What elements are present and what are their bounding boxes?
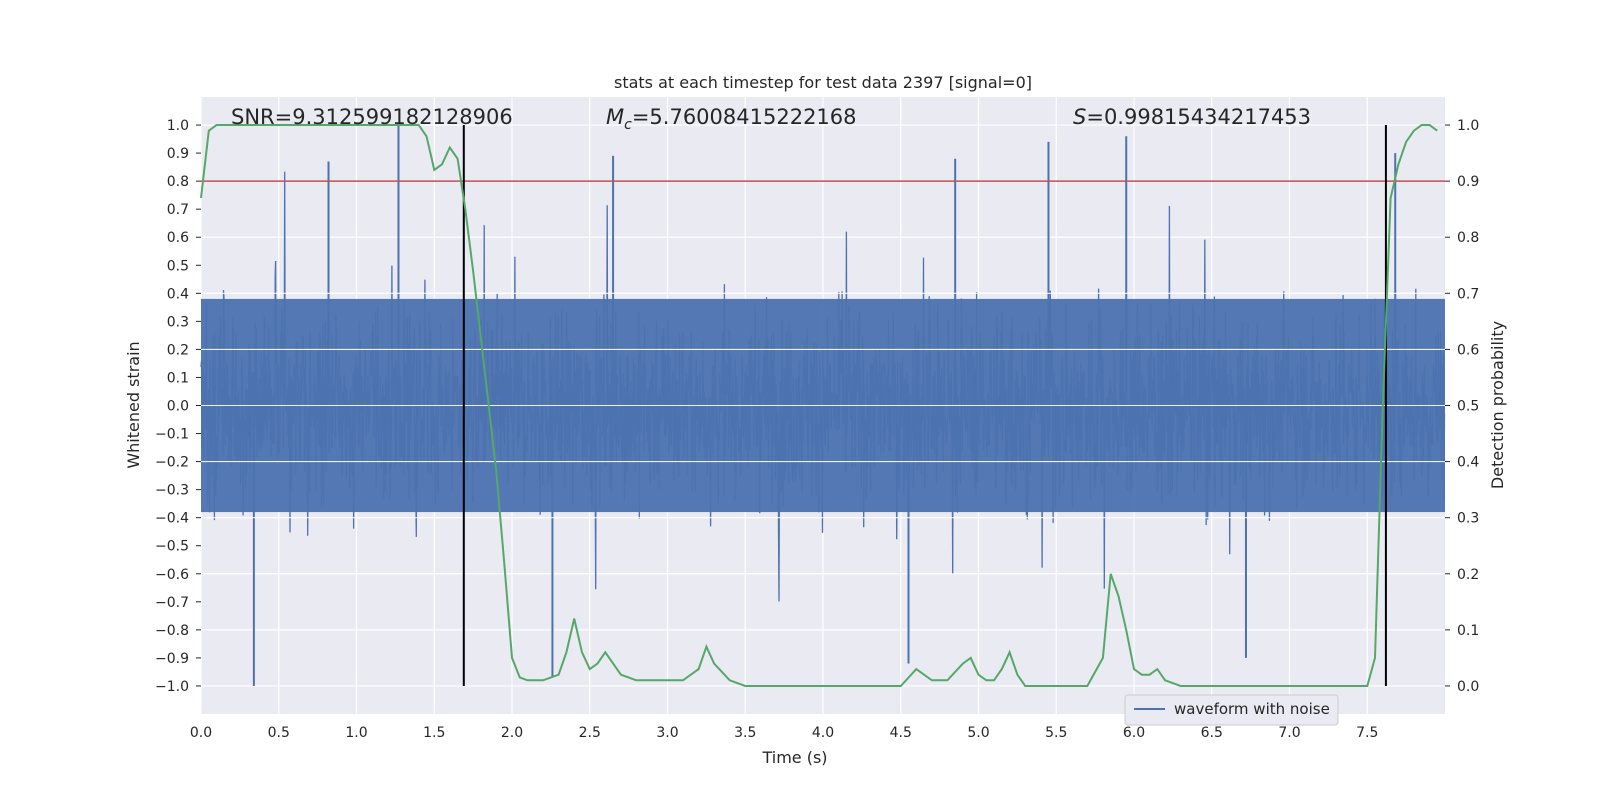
- y-tick-label: −0.2: [155, 455, 189, 471]
- s-prefix: S: [1073, 105, 1086, 129]
- x-tick-label: 6.0: [1123, 725, 1145, 741]
- x-tick-label: 2.5: [579, 725, 601, 741]
- x-tick-label: 2.0: [501, 725, 523, 741]
- legend-label: waveform with noise: [1174, 700, 1330, 718]
- tick-labels: 1.0 0.9 0.8 0.7 0.6 0.5 0.4 0.3 0.2 0.1 0.0 0.0 0.5 1…: [155, 118, 1479, 741]
- s-value: =0.99815434217453: [1086, 105, 1311, 129]
- chart-title: stats at each timestep for test data 239…: [614, 73, 1032, 92]
- y2-tick-label: 1.0: [1457, 118, 1479, 134]
- legend-box: [1124, 694, 1339, 726]
- probability-line: [200, 124, 1438, 687]
- y-tick-label: −0.7: [155, 595, 189, 611]
- x-tick-label: 5.5: [1045, 725, 1067, 741]
- y2-tick-label: 0.7: [1457, 286, 1479, 302]
- y-tick-label: 0.1: [167, 370, 189, 386]
- y-tick-label: 0.3: [167, 314, 189, 330]
- y-tick-label: 0.5: [167, 258, 189, 274]
- probability-series: [200, 124, 1438, 687]
- y-tick-label: −0.9: [155, 651, 189, 667]
- legend: waveform with noise: [1124, 694, 1339, 726]
- y-tick-label: 1.0: [167, 118, 189, 134]
- y-tick-label: −0.4: [155, 511, 189, 527]
- mc-subscript: c: [624, 117, 632, 133]
- mc-value: =5.76008415222168: [632, 105, 857, 129]
- y2-tick-label: 0.3: [1457, 511, 1479, 527]
- y-tick-label: 0.7: [167, 202, 189, 218]
- y-tick-label: 0.0: [167, 399, 189, 415]
- overlay-marks: [201, 125, 1445, 686]
- x-tick-label: 0.0: [190, 725, 212, 741]
- y2-tick-label: 0.6: [1457, 342, 1479, 358]
- y2-tick-label: 0.2: [1457, 567, 1479, 583]
- x-tick-label: 0.5: [268, 725, 290, 741]
- y2-tick-label: 0.4: [1457, 455, 1479, 471]
- y-tick-label: 0.2: [167, 342, 189, 358]
- x-tick-label: 4.0: [812, 725, 834, 741]
- y-tick-label: 0.9: [167, 146, 189, 162]
- y-axis-label: Whitened strain: [124, 341, 143, 468]
- y-tick-label: −1.0: [155, 679, 189, 695]
- y-tick-label: −0.5: [155, 539, 189, 555]
- x-tick-label: 5.0: [967, 725, 989, 741]
- x-tick-label: 6.5: [1201, 725, 1223, 741]
- y-tick-label: −0.8: [155, 623, 189, 639]
- y2-tick-label: 0.9: [1457, 174, 1479, 190]
- y-tick-label: 0.8: [167, 174, 189, 190]
- x-tick-label: 3.5: [734, 725, 756, 741]
- x-tick-label: 1.0: [345, 725, 367, 741]
- y2-tick-label: 0.0: [1457, 679, 1479, 695]
- x-tick-label: 7.5: [1356, 725, 1378, 741]
- y2-tick-label: 0.5: [1457, 399, 1479, 415]
- y-tick-label: −0.6: [155, 567, 189, 583]
- y-tick-label: 0.4: [167, 286, 189, 302]
- chirp-mass-annotation: Mc=5.76008415222168: [606, 105, 857, 133]
- x-axis-label: Time (s): [761, 748, 827, 767]
- snr-annotation: SNR=9.312599182128906: [231, 105, 513, 129]
- y2-tick-label: 0.1: [1457, 623, 1479, 639]
- x-tick-label: 3.0: [656, 725, 678, 741]
- y2-tick-label: 0.8: [1457, 230, 1479, 246]
- y2-axis-label: Detection probability: [1488, 321, 1507, 489]
- x-tick-label: 4.5: [890, 725, 912, 741]
- y-tick-label: −0.3: [155, 483, 189, 499]
- score-annotation: S=0.99815434217453: [1073, 105, 1311, 129]
- x-tick-label: 1.5: [423, 725, 445, 741]
- mc-prefix: M: [606, 105, 624, 129]
- y-tick-label: −0.1: [155, 427, 189, 443]
- x-tick-label: 7.0: [1278, 725, 1300, 741]
- y-tick-label: 0.6: [167, 230, 189, 246]
